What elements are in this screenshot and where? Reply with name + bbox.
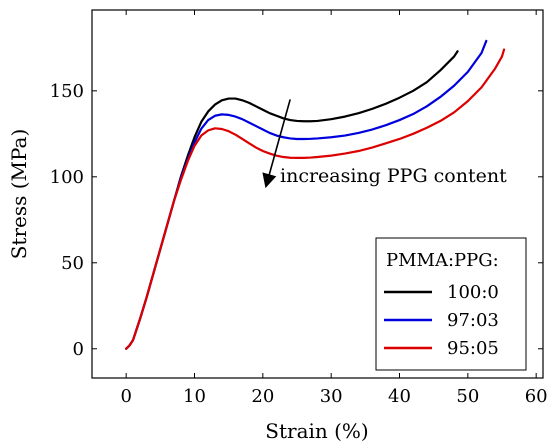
series-line-95-05	[125, 48, 506, 350]
legend-title: PMMA:PPG:	[386, 250, 499, 271]
x-axis-label: Strain (%)	[265, 419, 368, 443]
series-layer	[125, 39, 506, 350]
ticks-layer: 0 10 20 30 40 50 60 0 50 100 150	[50, 10, 548, 407]
legend-entry-label: 100:0	[447, 282, 499, 303]
annotation-arrow	[262, 99, 291, 189]
annotation: increasing PPG content	[262, 99, 507, 189]
legend-entry-label: 95:05	[447, 338, 499, 359]
x-tick-label: 60	[525, 386, 548, 407]
y-axis-label: Stress (MPa)	[7, 129, 31, 260]
plot-frame	[91, 9, 544, 379]
x-tick-label: 0	[120, 386, 131, 407]
annotation-text: increasing PPG content	[280, 165, 507, 187]
x-tick-label: 30	[320, 386, 343, 407]
x-tick-label: 40	[388, 386, 411, 407]
legend-entries: 100:0 97:03 95:05	[384, 282, 499, 359]
x-tick-label: 20	[251, 386, 274, 407]
y-tick-label: 100	[50, 167, 84, 188]
legend: PMMA:PPG: 100:0 97:03 95:05	[375, 237, 527, 371]
legend-entry-label: 97:03	[447, 310, 499, 331]
y-tick-label: 50	[61, 253, 84, 274]
x-tick-label: 50	[456, 386, 479, 407]
x-tick-label: 10	[183, 386, 206, 407]
y-tick-label: 0	[73, 339, 84, 360]
y-tick-label: 150	[50, 81, 84, 102]
